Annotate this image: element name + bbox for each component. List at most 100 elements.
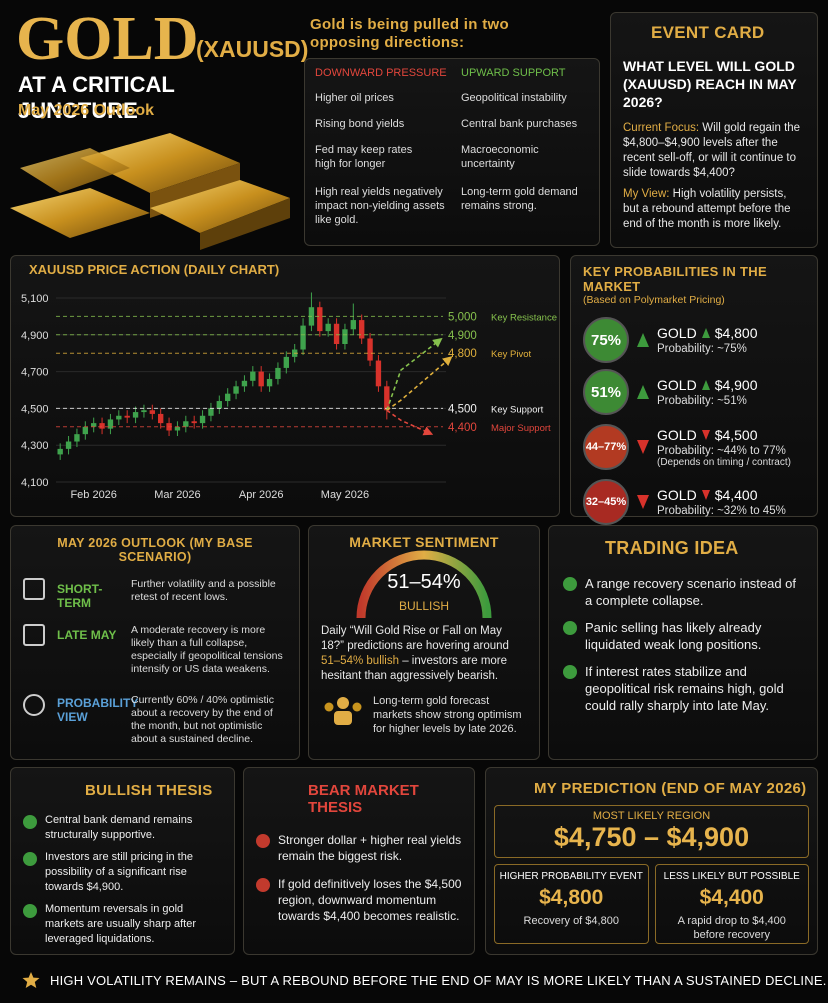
sentiment-text-c: – investors are more hesitant than aggre…: [321, 655, 508, 682]
candle-body: [342, 329, 348, 344]
sentiment: MARKET SENTIMENT 51–54% BULLISH Daily “W…: [308, 525, 540, 760]
gold-bars-art: [10, 133, 290, 250]
prob-arrow: [637, 495, 649, 509]
people-icon: [324, 697, 362, 725]
bullish-title: BULLISH THESIS: [85, 782, 213, 799]
up-column: UPWARD SUPPORT Geopolitical instability …: [461, 67, 597, 213]
candle-body: [283, 356, 289, 368]
star-icon: [22, 972, 40, 988]
list-text: If gold definitively loses the $4,500 re…: [278, 877, 462, 923]
gauge-arc: [356, 550, 492, 619]
candle-body: [359, 320, 365, 339]
candle-body: [149, 410, 155, 414]
trade-items: A range recovery scenario instead of a c…: [563, 575, 803, 714]
level-value: 4,500: [448, 403, 477, 415]
prob-badge: 32–45%: [583, 479, 629, 525]
level-note: Key Pivot: [491, 349, 531, 360]
event-question: WHAT LEVEL WILL GOLD (XAUUSD) REACH IN M…: [623, 58, 797, 110]
region-box: MOST LIKELY REGION $4,750 – $4,900: [494, 805, 809, 858]
candle-body: [375, 360, 382, 387]
candle-body: [233, 386, 239, 394]
candle-body: [225, 393, 231, 402]
level-note: Key Support: [491, 404, 544, 415]
header: GOLD (XAUUSD) AT A CRITICAL JUNCTURE May…: [0, 0, 308, 250]
high-text: Recovery of $4,800: [523, 915, 619, 927]
long-term-text: Long-term gold forecast markets show str…: [373, 695, 522, 735]
prob-row: 44–77% GOLD $4,500 Probability: ~44% to 77%…: [583, 418, 805, 476]
level-value: 4,400: [448, 422, 477, 434]
candle-body: [317, 307, 323, 332]
trading-idea: TRADING IDEA A range recovery scenario i…: [548, 525, 818, 760]
prob-target: $4,500: [714, 426, 758, 443]
directions-box: DOWNWARD PRESSURE Higher oil prices Risi…: [304, 58, 600, 246]
list-text: A range recovery scenario instead of a c…: [585, 576, 797, 608]
candle-body: [174, 426, 181, 431]
outlook-label: SHORT-TERM: [57, 582, 103, 610]
high-event: HIGHER PROBABILITY EVENT $4,800 Recovery…: [494, 864, 649, 944]
prob-text: GOLD $4,900 Probability: ~51%: [657, 377, 758, 407]
prob-subtitle: (Based on Polymarket Pricing): [583, 294, 725, 306]
check-icon: [563, 577, 577, 591]
candle-body: [250, 371, 256, 381]
subtitle: AT A CRITICAL JUNCTURE: [18, 72, 175, 123]
low-event: LESS LIKELY BUT POSSIBLE $4,400 A rapid …: [654, 864, 809, 944]
candle-body: [275, 367, 281, 379]
gauge-value: 51–54%: [387, 571, 461, 593]
outlook: MAY 2026 OUTLOOK (MY BASE SCENARIO) SHOR…: [10, 525, 300, 760]
high-label: HIGHER PROBABILITY EVENT: [499, 871, 643, 882]
focus-label: Current Focus:: [623, 122, 700, 134]
bullish: BULLISH THESIS Central bank demand remai…: [10, 767, 235, 955]
list-text: If interest rates stabilize and geopolit…: [585, 664, 784, 713]
list-item: A range recovery scenario instead of a c…: [563, 575, 803, 609]
prob-headline: GOLD $4,900: [657, 377, 758, 393]
level-note: Key Resistance Zone: [491, 312, 559, 323]
outlook-text: A moderate recovery is more likely than …: [131, 624, 283, 675]
bull-items: Central bank demand remains structurally…: [23, 813, 222, 947]
up-item: Central bank purchases: [461, 118, 578, 130]
prob-text: GOLD $4,400 Probability: ~32% to 45%: [657, 487, 786, 517]
directions-heading: Gold is being pulled in two opposing dir…: [310, 16, 509, 51]
prob-arrow: [637, 440, 649, 454]
outlook-text: Further volatility and a possible retest…: [131, 578, 276, 603]
candle-body: [191, 421, 197, 424]
view-text: High volatility persists, but a rebound …: [623, 188, 791, 230]
list-text: Investors are still pricing in the possi…: [45, 851, 193, 893]
outlook-icon: [23, 578, 45, 600]
list-item: Stronger dollar + higher real yields rem…: [256, 832, 462, 864]
view: My View: High volatility persists, but a…: [623, 187, 805, 232]
list-item: Panic selling has likely already liquida…: [563, 619, 803, 653]
low-value: $4,400: [699, 886, 764, 909]
outlook-label: PROBABILITY VIEW: [57, 696, 139, 724]
prob-badge: 51%: [583, 369, 629, 415]
trading-title: TRADING IDEA: [605, 538, 739, 558]
candle-body: [384, 386, 390, 411]
x-tick-label: Apr 2026: [239, 489, 284, 501]
outlook-title: MAY 2026 OUTLOOK (MY BASE SCENARIO): [57, 536, 253, 564]
candle-body: [325, 323, 331, 332]
scenario-arrow: [386, 409, 434, 436]
gauge-label: BULLISH: [399, 599, 449, 613]
outlook-icon: [23, 694, 45, 716]
candle-body: [99, 423, 105, 429]
up-note: Long-term gold demand remains strong.: [461, 186, 578, 212]
check-icon: [23, 904, 37, 918]
ticker: (XAUUSD): [196, 36, 309, 62]
list-item: If gold definitively loses the $4,500 re…: [256, 876, 462, 924]
y-tick-label: 4,100: [21, 477, 49, 489]
list-text: Momentum reversals in gold markets are u…: [45, 903, 197, 945]
candle-body: [74, 434, 80, 442]
outlook-label: May 2026 Outlook: [18, 102, 155, 119]
outlook-label: LATE MAY: [57, 628, 117, 642]
y-tick-label: 4,500: [21, 403, 49, 415]
prob-text: GOLD $4,500 Probability: ~44% to 77% (Depen…: [657, 427, 791, 468]
candle-body: [208, 408, 214, 416]
outlook-row: PROBABILITY VIEW Currently 60% / 40% opti…: [23, 694, 287, 746]
candle-body: [57, 448, 63, 455]
candle-body: [258, 371, 264, 387]
prob-headline: GOLD $4,400: [657, 487, 786, 503]
prob-probability: Probability: ~32% to 45%: [657, 505, 786, 517]
chart-panel: XAUUSD PRICE ACTION (DAILY CHART) 4,100 4…: [10, 255, 581, 517]
candle-body: [107, 419, 114, 429]
candle-body: [367, 338, 373, 361]
